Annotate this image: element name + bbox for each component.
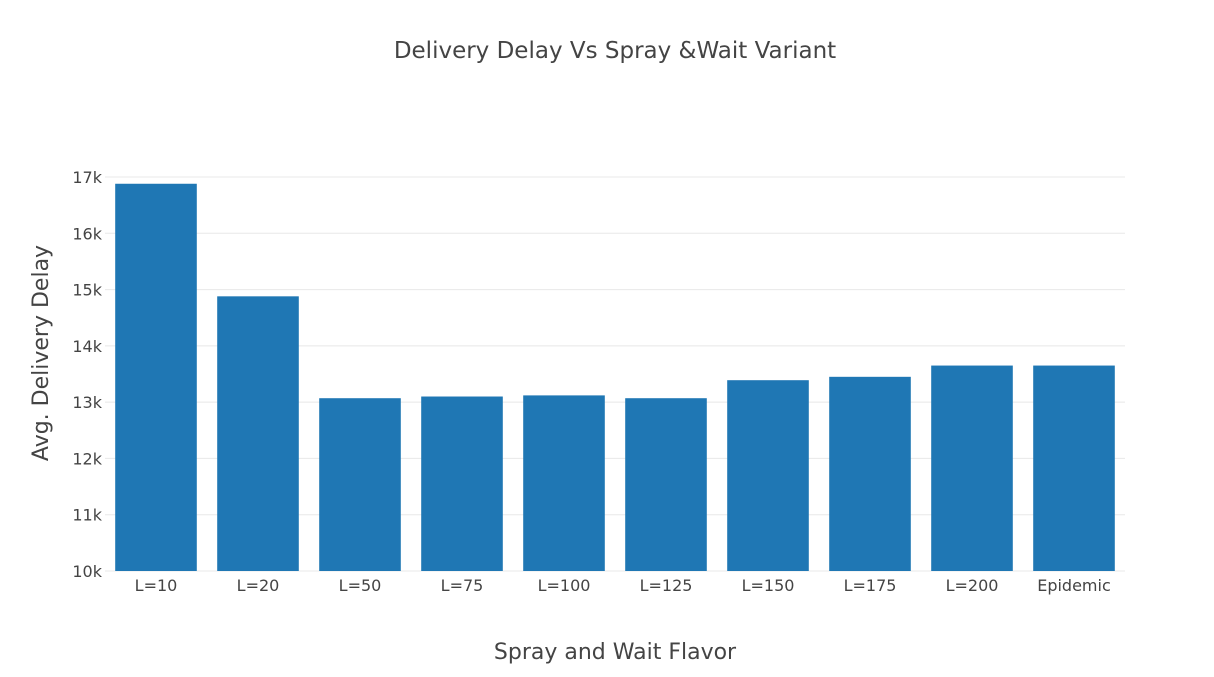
y-tick-label: 13k — [72, 393, 102, 412]
x-tick-label: L=125 — [640, 576, 693, 595]
y-tick-label: 10k — [72, 562, 102, 581]
bar-l-200[interactable] — [931, 365, 1013, 571]
bar-l-150[interactable] — [727, 380, 809, 571]
x-tick-label: L=20 — [237, 576, 280, 595]
x-tick-label: L=10 — [135, 576, 178, 595]
y-axis-ticks: 10k 11k 12k 13k 14k 15k 16k 17k — [72, 168, 102, 581]
x-tick-label: Epidemic — [1037, 576, 1111, 595]
y-tick-label: 11k — [72, 506, 102, 525]
y-tick-label: 16k — [72, 224, 102, 243]
bar-l-75[interactable] — [421, 396, 503, 571]
chart-title: Delivery Delay Vs Spray &Wait Variant — [394, 38, 836, 64]
y-axis-title: Avg. Delivery Delay — [29, 245, 54, 461]
bar-l-20[interactable] — [217, 296, 299, 571]
x-axis-title: Spray and Wait Flavor — [494, 640, 737, 665]
y-tick-label: 14k — [72, 337, 102, 356]
x-tick-label: L=175 — [844, 576, 897, 595]
x-tick-label: L=75 — [441, 576, 484, 595]
bar-l-125[interactable] — [625, 398, 707, 571]
bar-l-50[interactable] — [319, 398, 401, 571]
bar-l-175[interactable] — [829, 376, 911, 571]
x-tick-label: L=150 — [742, 576, 795, 595]
x-tick-label: L=50 — [339, 576, 382, 595]
bar-l-100[interactable] — [523, 395, 605, 571]
y-tick-label: 15k — [72, 281, 102, 300]
x-tick-label: L=100 — [538, 576, 591, 595]
x-axis-ticks: L=10 L=20 L=50 L=75 L=100 L=125 L=150 L=175 L=20… — [135, 576, 1111, 595]
bar-l-10[interactable] — [115, 183, 197, 572]
x-tick-label: L=200 — [946, 576, 999, 595]
y-tick-label: 17k — [72, 168, 102, 187]
y-tick-label: 12k — [72, 449, 102, 468]
bar-epidemic[interactable] — [1033, 365, 1115, 571]
bars — [115, 183, 1115, 572]
